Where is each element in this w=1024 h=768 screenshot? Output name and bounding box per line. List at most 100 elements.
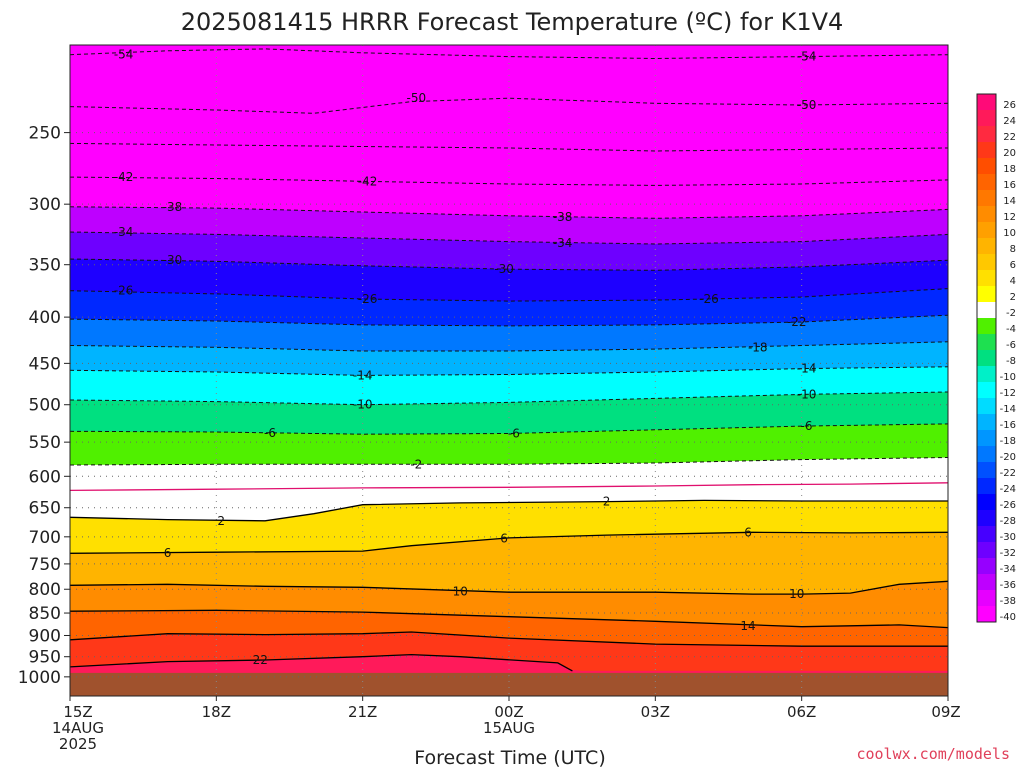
- isotherm-10: [70, 580, 948, 595]
- isotherm-label: -10: [797, 387, 817, 401]
- isotherm-label: -6: [801, 419, 813, 433]
- isotherm-label: -54: [797, 50, 817, 64]
- isotherm--42: [70, 176, 948, 186]
- isotherm-label: -30: [494, 262, 514, 276]
- colorbar-tick-label: -12: [1000, 388, 1016, 399]
- colorbar-swatch: [977, 174, 996, 190]
- isotherm--22: [70, 314, 948, 327]
- isotherm--34: [70, 231, 948, 245]
- isotherm-label: -10: [353, 398, 373, 412]
- temperature-fill: [70, 45, 948, 696]
- isotherm-label: -50: [797, 98, 817, 112]
- colorbar-tick-label: -26: [1000, 500, 1016, 511]
- y-tick-label: 850: [29, 604, 61, 624]
- colorbar-swatch: [977, 382, 996, 398]
- x-tick-label: 18Z: [202, 703, 231, 721]
- isotherm-label: 6: [500, 531, 508, 545]
- isotherm-label: -42: [114, 170, 134, 184]
- y-tick-label: 900: [29, 626, 61, 646]
- colorbar-tick-label: 10: [1003, 228, 1016, 239]
- colorbar-tick-label: 20: [1003, 148, 1016, 159]
- isotherm-label: -6: [264, 426, 276, 440]
- x-tick-label: 03Z: [641, 703, 670, 721]
- isotherm-14: [70, 609, 948, 629]
- x-tick-label: 14AUG: [52, 719, 104, 737]
- colorbar-tick-label: -40: [1000, 612, 1016, 623]
- isotherm-label: -34: [553, 236, 573, 250]
- colorbar-tick-label: 14: [1003, 196, 1016, 207]
- colorbar-tick-label: -24: [1000, 484, 1016, 495]
- colorbar-tick-label: 26: [1003, 100, 1016, 111]
- x-tick-label: 15Z: [63, 703, 92, 721]
- colorbar-swatch: [977, 558, 996, 574]
- y-tick-label: 800: [29, 580, 61, 600]
- colorbar-swatch: [977, 270, 996, 286]
- colorbar-swatch: [977, 366, 996, 382]
- colorbar-tick-label: -6: [1006, 340, 1016, 351]
- x-tick-label: 15AUG: [483, 719, 535, 737]
- colorbar-swatch: [977, 142, 996, 158]
- colorbar-swatch: [977, 302, 996, 318]
- y-tick-label: 600: [29, 467, 61, 487]
- isotherm-label: -42: [358, 174, 378, 188]
- colorbar-swatch: [977, 606, 996, 622]
- colorbar-tick-label: -20: [1000, 452, 1016, 463]
- x-tick-label: 00Z: [494, 703, 523, 721]
- chart-title: 2025081415 HRRR Forecast Temperature (ºC…: [181, 8, 844, 36]
- isotherm-label: 2: [603, 495, 611, 509]
- colorbar-swatch: [977, 574, 996, 590]
- colorbar-tick-label: -10: [1000, 372, 1016, 383]
- colorbar-swatch: [977, 414, 996, 430]
- isotherm--14: [70, 366, 948, 376]
- y-tick-label: 650: [29, 499, 61, 519]
- colorbar-swatch: [977, 190, 996, 206]
- colorbar-swatch: [977, 526, 996, 542]
- y-tick-label: 300: [29, 195, 61, 215]
- colorbar-tick-label: -16: [1000, 420, 1016, 431]
- isotherm-label: -14: [797, 362, 817, 376]
- colorbar-tick-label: 12: [1003, 212, 1016, 223]
- y-tick-label: 350: [29, 256, 61, 276]
- isotherm-2: [70, 499, 948, 522]
- credit-link[interactable]: coolwx.com/models: [856, 745, 1010, 763]
- ground-fill: [70, 672, 948, 696]
- colorbar-swatch: [977, 510, 996, 526]
- isotherm--2: [70, 457, 948, 466]
- isotherm-label: -6: [508, 426, 520, 440]
- x-tick-label: 21Z: [348, 703, 377, 721]
- isotherm-label: -38: [553, 210, 573, 224]
- colorbar-swatch: [977, 286, 996, 302]
- colorbar-tick-label: -18: [1000, 436, 1016, 447]
- colorbar-tick-label: -8: [1006, 356, 1016, 367]
- colorbar-tick-label: 22: [1003, 132, 1016, 143]
- y-axis: 2503003504004505005506006507007508008509…: [18, 124, 70, 688]
- colorbar-swatch: [977, 238, 996, 254]
- colorbar-tick-label: 6: [1010, 260, 1016, 271]
- isotherm-label: -22: [787, 315, 807, 329]
- y-tick-label: 950: [29, 648, 61, 668]
- isotherm-label: -26: [114, 284, 134, 298]
- y-tick-label: 1000: [18, 668, 61, 688]
- isotherm--46: [70, 142, 948, 152]
- colorbar-tick-label: -4: [1006, 324, 1016, 335]
- colorbar-swatch: [977, 254, 996, 270]
- grid-lines: [70, 45, 948, 696]
- isotherm-label: 2: [217, 514, 225, 528]
- isotherm-22: [70, 653, 573, 672]
- colorbar-frame: [976, 93, 997, 623]
- colorbar-tick-label: -28: [1000, 516, 1016, 527]
- colorbar-swatch: [977, 478, 996, 494]
- isotherm-18: [70, 631, 948, 647]
- colorbar-swatch: [977, 126, 996, 142]
- isotherm-label: -30: [163, 253, 183, 267]
- isotherm-0: [70, 482, 948, 492]
- x-tick-label: 09Z: [931, 703, 960, 721]
- colorbar: 26 24 22 20 18 16 14 12 10 8 6 4 2 -2 -4 -6 -8 -10 -12 -14 -…: [976, 93, 1016, 623]
- colorbar-swatch: [977, 158, 996, 174]
- colorbar-tick-label: -36: [1000, 580, 1016, 591]
- isotherm-label: -14: [353, 368, 373, 382]
- colorbar-tick-label: -32: [1000, 548, 1016, 559]
- colorbar-tick-label: -38: [1000, 596, 1016, 607]
- y-tick-label: 700: [29, 528, 61, 548]
